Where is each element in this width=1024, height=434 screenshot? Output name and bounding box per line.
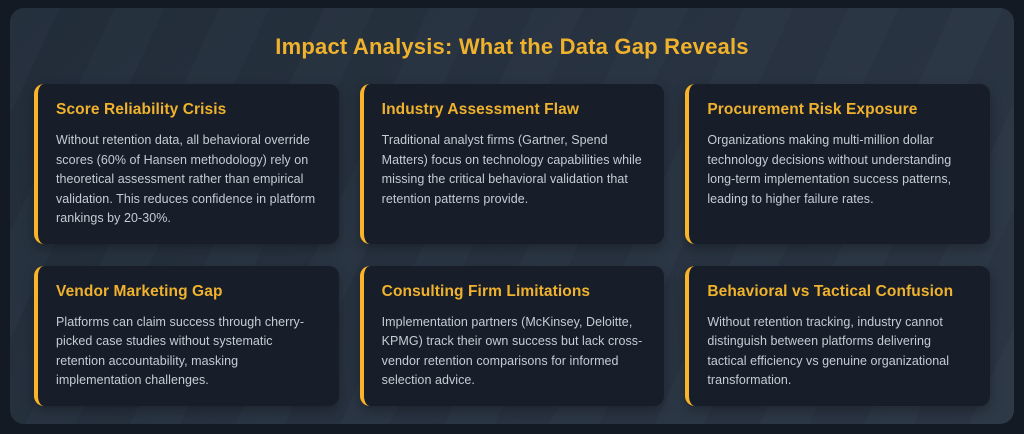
impact-card-vendor-marketing: Vendor Marketing Gap Platforms can claim…	[34, 265, 339, 406]
card-body: Platforms can claim success through cher…	[56, 314, 305, 388]
card-title: Industry Assessment Flaw	[381, 101, 580, 118]
page-title: Impact Analysis: What the Data Gap Revea…	[275, 34, 749, 59]
card-body: Without retention data, all behavioral o…	[56, 133, 316, 225]
cards-grid: Score Reliability Crisis Without retenti…	[34, 84, 990, 406]
card-title: Vendor Marketing Gap	[56, 282, 223, 300]
card-title: Procurement Risk Exposure	[707, 101, 918, 118]
card-body: Organizations making multi-million dolla…	[707, 133, 952, 206]
impact-card-industry-assessment: Industry Assessment Flaw Traditional ana…	[359, 84, 665, 244]
card-body: Implementation partners (McKinsey, Deloi…	[381, 314, 643, 388]
card-body: Traditional analyst firms (Gartner, Spen…	[381, 133, 642, 206]
impact-card-procurement-risk: Procurement Risk Exposure Organizations …	[685, 84, 990, 244]
impact-card-behavioral-tactical: Behavioral vs Tactical Confusion Without…	[685, 265, 990, 406]
card-title: Consulting Firm Limitations	[381, 282, 591, 300]
impact-card-consulting-limitations: Consulting Firm Limitations Implementati…	[359, 265, 665, 406]
card-title: Score Reliability Crisis	[56, 101, 227, 118]
content-panel: Impact Analysis: What the Data Gap Revea…	[10, 8, 1014, 424]
impact-card-score-reliability: Score Reliability Crisis Without retenti…	[34, 84, 339, 244]
card-body: Without retention tracking, industry can…	[707, 314, 950, 388]
card-title: Behavioral vs Tactical Confusion	[707, 282, 954, 300]
